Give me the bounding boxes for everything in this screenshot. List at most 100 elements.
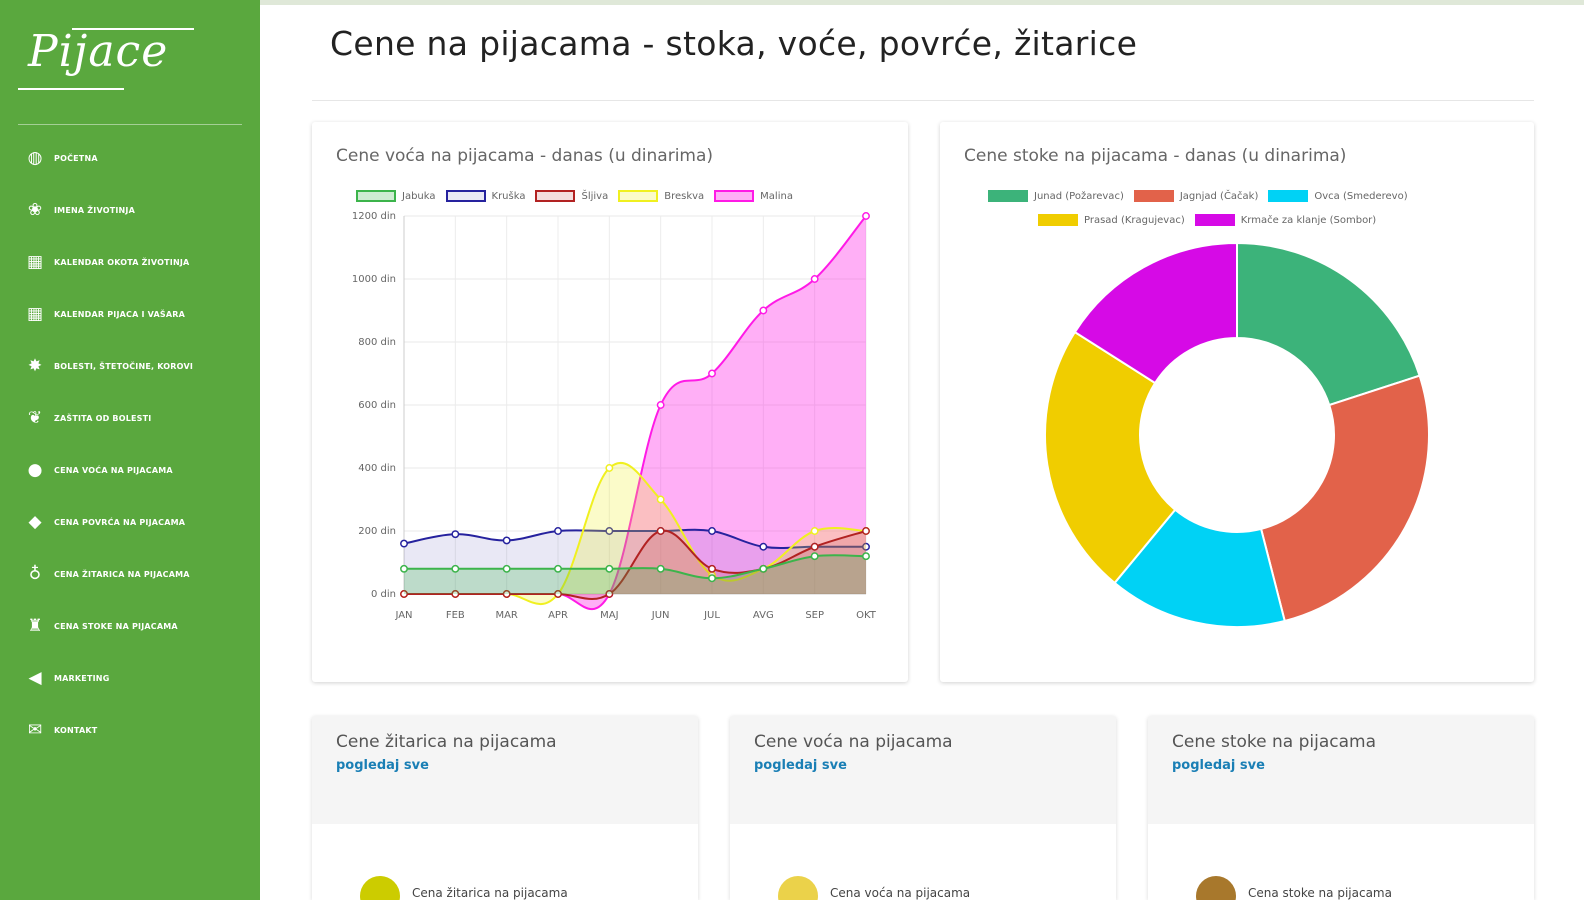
- x-tick-label: JAN: [394, 610, 412, 621]
- logo[interactable]: Pijace: [18, 22, 194, 98]
- data-point: [605, 527, 614, 535]
- sidebar-item-2[interactable]: ▦ KALENDAR OKOTA ŽIVOTINJA: [0, 236, 260, 288]
- legend-item[interactable]: Kruška: [445, 190, 526, 202]
- data-point: [400, 564, 408, 573]
- legend-swatch: [356, 190, 396, 202]
- fruit-chart-title: Cene voća na pijacama - danas (u dinarim…: [336, 146, 714, 166]
- data-point: [656, 495, 665, 504]
- sidebar-item-0[interactable]: ◍ POČETNA: [0, 132, 260, 184]
- grain-prices-card: Cene žitarica na pijacama pogledaj sve C…: [312, 716, 698, 900]
- calendar-icon: ▦: [26, 252, 44, 272]
- donut-slice[interactable]: [1073, 241, 1238, 385]
- data-point: [759, 542, 768, 551]
- sidebar-item-10[interactable]: ◀ MARKETING: [0, 652, 260, 704]
- legend-item[interactable]: Krmače za klanje (Sombor): [1194, 214, 1376, 226]
- x-tick-label: OKT: [856, 610, 877, 621]
- legend-item[interactable]: Šljiva: [535, 190, 608, 202]
- bottle-icon: ♁: [28, 564, 42, 584]
- grain-view-all-link[interactable]: pogledaj sve: [336, 758, 429, 773]
- grain-card-body: Cena žitarica na pijacama: [312, 824, 698, 900]
- donut-slice[interactable]: [1236, 241, 1421, 407]
- series-line-šljiva: [404, 529, 867, 600]
- sidebar-item-label: KALENDAR PIJACA I VAŠARA: [54, 309, 185, 319]
- data-point: [862, 542, 870, 551]
- legend-item[interactable]: Jabuka: [356, 190, 436, 202]
- sidebar-item-5[interactable]: ❦ ZAŠTITA OD BOLESTI: [0, 392, 260, 444]
- x-tick-label: SEP: [805, 610, 824, 621]
- title-divider: [312, 100, 1534, 101]
- x-tick-label: APR: [548, 610, 568, 621]
- data-point: [502, 536, 511, 545]
- data-point: [810, 275, 819, 283]
- legend-item[interactable]: Ovca (Smederevo): [1268, 190, 1408, 202]
- fruit-price-chart-card: Cene voća na pijacama - danas (u dinarim…: [312, 122, 908, 682]
- fruit-card-text: Cena voća na pijacama: [830, 886, 971, 900]
- livestock-prices-card: Cene stoke na pijacama pogledaj sve Cena…: [1148, 716, 1534, 900]
- sidebar-item-label: KALENDAR OKOTA ŽIVOTINJA: [54, 257, 190, 267]
- legend-item[interactable]: Jagnjad (Čačak): [1133, 190, 1258, 202]
- sidebar-item-9[interactable]: ♜ CENA STOKE NA PIJACAMA: [0, 600, 260, 652]
- data-point: [810, 527, 819, 535]
- sidebar-item-3[interactable]: ▦ KALENDAR PIJACA I VAŠARA: [0, 288, 260, 340]
- data-point: [708, 574, 716, 583]
- grain-card-title: Cene žitarica na pijacama: [336, 732, 557, 752]
- series-line-jabuka: [403, 554, 867, 580]
- donut-slice[interactable]: [1259, 374, 1430, 623]
- data-point: [451, 564, 460, 573]
- livestock-chart-legend-row1: Junad (Požarevac) Jagnjad (Čačak) Ovca (Sm…: [988, 190, 1418, 202]
- series-area-malina: [404, 216, 866, 610]
- legend-item[interactable]: Prasad (Kragujevac): [1038, 214, 1185, 226]
- sidebar-item-label: MARKETING: [54, 673, 110, 683]
- legend-item[interactable]: Breskva: [618, 190, 704, 202]
- sidebar-divider: [18, 124, 242, 125]
- y-tick-label: 600 din: [358, 400, 396, 411]
- fruit-view-all-link[interactable]: pogledaj sve: [754, 758, 847, 773]
- legend-item[interactable]: Junad (Požarevac): [988, 190, 1124, 202]
- legend-label: Kruška: [491, 190, 526, 202]
- data-point: [502, 590, 511, 598]
- series-area-šljiva: [404, 530, 866, 600]
- fruit-card-title: Cene voća na pijacama: [754, 732, 953, 752]
- donut-slice[interactable]: [1044, 330, 1177, 585]
- sidebar-item-4[interactable]: ✸ BOLESTI, ŠTETOČINE, KOROVI: [0, 340, 260, 392]
- y-tick-label: 200 din: [358, 526, 396, 537]
- fruit-line-chart: 0 din 200 din 400 din 600 din 800 din 1000 di…: [352, 211, 877, 621]
- x-tick-label: FEB: [446, 610, 465, 621]
- legend-swatch: [445, 190, 486, 202]
- data-point: [862, 552, 870, 561]
- sidebar-item-6[interactable]: ● CENA VOĆA NA PIJACAMA: [0, 444, 260, 496]
- data-point: [400, 590, 408, 598]
- x-tick-label: AVG: [753, 610, 774, 621]
- main-content: Cene na pijacama - stoka, voće, povrće, …: [260, 0, 1584, 900]
- sidebar-item-label: CENA POVRĆA NA PIJACAMA: [54, 517, 186, 527]
- legend-label: Malina: [760, 190, 793, 202]
- legend-swatch: [618, 190, 659, 202]
- sidebar-item-label: ZAŠTITA OD BOLESTI: [54, 413, 152, 423]
- fruit-prices-card: Cene voća na pijacama pogledaj sve Cena …: [730, 716, 1116, 900]
- data-point: [708, 527, 716, 535]
- series-area-jabuka: [404, 555, 866, 594]
- x-tick-label: JUL: [703, 610, 720, 621]
- data-point: [656, 564, 665, 573]
- megaphone-icon: ◀: [28, 668, 42, 688]
- data-point: [502, 564, 511, 573]
- livestock-card-title: Cene stoke na pijacama: [1172, 732, 1376, 752]
- data-point: [708, 564, 716, 573]
- sidebar-item-1[interactable]: ❀ IMENA ŽIVOTINJA: [0, 184, 260, 236]
- sidebar-item-11[interactable]: ✉ KONTAKT: [0, 704, 260, 756]
- data-point: [554, 527, 562, 535]
- legend-label: Ovca (Smederevo): [1314, 190, 1408, 202]
- y-tick-label: 400 din: [358, 463, 396, 474]
- leaf-icon: ❦: [27, 408, 43, 428]
- data-point: [810, 542, 819, 551]
- paw-icon: ❀: [27, 200, 43, 220]
- grain-icon: [360, 876, 400, 900]
- legend-item[interactable]: Malina: [714, 190, 793, 202]
- data-point: [862, 527, 870, 535]
- sidebar-item-label: CENA ŽITARICA NA PIJACAMA: [54, 569, 190, 579]
- sidebar-item-7[interactable]: ◆ CENA POVRĆA NA PIJACAMA: [0, 496, 260, 548]
- data-point: [656, 401, 665, 409]
- x-tick-label: MAR: [495, 610, 517, 621]
- livestock-view-all-link[interactable]: pogledaj sve: [1172, 758, 1265, 773]
- sidebar-item-8[interactable]: ♁ CENA ŽITARICA NA PIJACAMA: [0, 548, 260, 600]
